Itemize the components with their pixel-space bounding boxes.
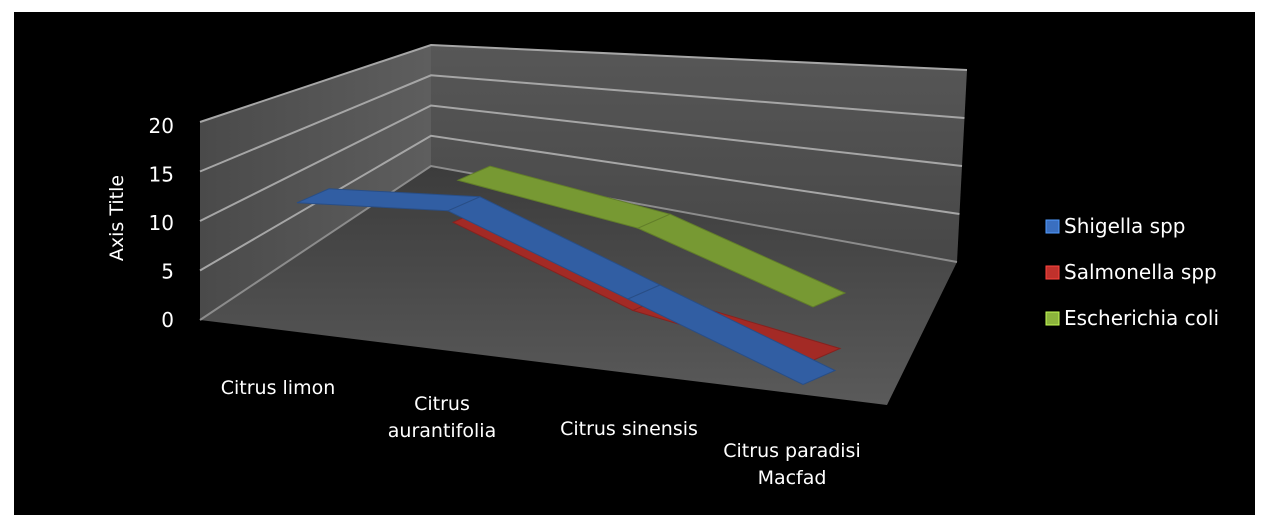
y-tick-label: 10 <box>149 211 174 235</box>
legend-swatch <box>1045 265 1060 280</box>
gridline <box>199 134 960 272</box>
chart-area: 0 5 10 15 20 Citrus limon Citrus aurantifolia C… <box>14 12 1255 515</box>
y-tick-label: 5 <box>161 260 174 284</box>
legend-swatch <box>1045 219 1060 234</box>
series-ribbon <box>296 188 837 386</box>
y-axis-title: Axis Title <box>106 175 128 261</box>
gridline <box>199 74 965 173</box>
back-wall <box>431 45 967 262</box>
chart-walls <box>200 45 967 405</box>
x-axis-labels: Citrus limon Citrus aurantifolia Citrus sin… <box>221 377 861 489</box>
gridlines <box>199 43 968 321</box>
y-tick-label: 0 <box>161 308 174 332</box>
x-tick-label: Citrus paradisi Macfad <box>723 440 860 489</box>
y-axis-ticks: 0 5 10 15 20 <box>149 114 174 332</box>
series-ribbon <box>456 165 847 308</box>
legend-label: Salmonella spp <box>1064 260 1217 284</box>
x-tick-label: Citrus limon <box>221 377 336 399</box>
legend: Shigella spp Salmonella spp Escherichia co… <box>1045 214 1219 330</box>
left-wall <box>200 45 431 320</box>
legend-label: Escherichia coli <box>1064 306 1219 330</box>
gridline <box>199 43 968 123</box>
x-tick-label: Citrus aurantifolia <box>388 393 496 442</box>
x-tick-label: Citrus sinensis <box>560 418 698 440</box>
floor-edge <box>199 164 958 321</box>
series-layer <box>296 165 847 386</box>
y-tick-label: 20 <box>149 114 174 138</box>
y-tick-label: 15 <box>149 163 174 187</box>
legend-swatch <box>1045 311 1060 326</box>
series-segment <box>636 213 847 308</box>
legend-label: Shigella spp <box>1064 214 1185 238</box>
series-segment <box>626 284 837 386</box>
gridline <box>199 104 963 222</box>
